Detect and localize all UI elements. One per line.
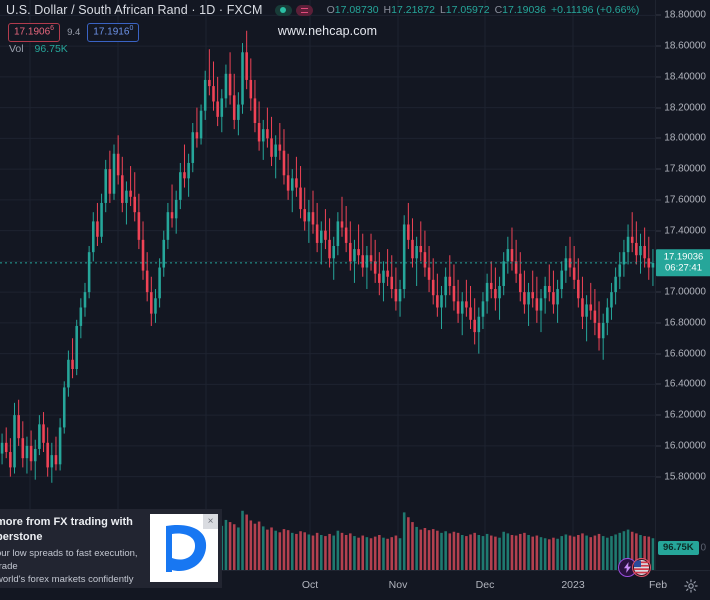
pepperstone-logo-icon: P <box>166 524 207 572</box>
price-axis[interactable]: 18.80000 18.60000 18.40000 18.20000 18.00000… <box>655 0 710 570</box>
price-axis-tick: 16.00000 <box>664 440 706 452</box>
ask-price-value: 17.1916 <box>93 26 130 38</box>
ohlc-c: C17.19036 <box>495 4 546 16</box>
volume-value-tag[interactable]: 96.75K <box>658 541 699 555</box>
price-axis-tick-mark <box>656 199 661 201</box>
time-axis-tick: Nov <box>388 579 408 591</box>
price-axis-tick: 17.40000 <box>664 225 706 237</box>
price-axis-tick: 18.80000 <box>664 9 706 21</box>
price-axis-tick: 16.80000 <box>664 317 706 329</box>
price-axis-tick-mark <box>656 322 661 324</box>
time-axis-tick: Oct <box>301 579 319 591</box>
indicator-lines-icon <box>300 7 308 13</box>
volume-legend[interactable]: Vol 96.75K <box>9 43 68 55</box>
symbol-title[interactable]: U.S. Dollar / South African Rand · 1D · … <box>6 3 263 17</box>
price-axis-tick: 18.60000 <box>664 40 706 52</box>
volume-axis-zero: 0 <box>700 542 706 554</box>
volume-label: Vol <box>9 43 24 55</box>
price-axis-tick-mark <box>656 476 661 478</box>
ad-close-icon[interactable]: × <box>203 514 218 529</box>
price-axis-tick: 18.20000 <box>664 102 706 114</box>
price-axis-tick: 17.60000 <box>664 194 706 206</box>
time-axis-tick: Feb <box>648 579 668 591</box>
us-flag-icon <box>634 560 649 575</box>
current-price-countdown: 06:27:41 <box>665 262 702 274</box>
ohlc-label: C <box>494 4 503 16</box>
pepperstone-logo-letter: P <box>179 536 194 561</box>
lightning-icon <box>624 562 631 573</box>
price-axis-tick: 18.40000 <box>664 71 706 83</box>
price-scale-legend: 17.19066 9.4 17.19160 <box>8 23 140 42</box>
price-axis-tick: 16.20000 <box>664 409 706 421</box>
ad-body-text: our low spreads to fast execution, trade… <box>0 548 138 588</box>
candlestick-series <box>0 30 655 570</box>
series-dot-icon <box>280 7 287 13</box>
watermark-text: www.nehcap.com <box>277 24 378 38</box>
gear-icon[interactable] <box>684 579 698 593</box>
price-axis-tick-mark <box>656 137 661 139</box>
price-axis-tick-mark <box>656 168 661 170</box>
ad-copy: more from FX trading with perstone our l… <box>0 509 150 588</box>
price-axis-tick: 16.40000 <box>664 378 706 390</box>
ask-price-badge[interactable]: 17.19160 <box>87 23 140 42</box>
chart-status-badges[interactable] <box>618 558 651 577</box>
price-axis-tick-mark <box>656 230 661 232</box>
price-axis-tick-mark <box>656 353 661 355</box>
price-axis-tick: 18.00000 <box>664 132 706 144</box>
ohlc-label: L <box>439 4 446 16</box>
ohlc-change: +0.11196 (+0.66%) <box>550 4 640 16</box>
chart-header: U.S. Dollar / South African Rand · 1D · … <box>0 0 710 20</box>
ohlc-label: O <box>326 4 335 16</box>
ohlc-h: H17.21872 <box>384 4 435 16</box>
price-axis-tick-mark <box>656 45 661 47</box>
chart-plot-area[interactable] <box>0 0 655 570</box>
header-toggles <box>274 4 313 16</box>
price-axis-tick: 16.60000 <box>664 348 706 360</box>
price-axis-tick-mark <box>656 107 661 109</box>
time-axis-tick: 2023 <box>561 579 585 591</box>
ohlc-value: 17.21872 <box>391 4 435 16</box>
price-axis-tick-mark <box>656 76 661 78</box>
bid-price-value: 17.1906 <box>14 26 51 38</box>
price-fraction-digit: 6 <box>50 25 55 32</box>
ohlc-value: 17.05972 <box>445 4 490 16</box>
spread-value: 9.4 <box>67 26 81 38</box>
price-axis-tick-mark <box>656 383 661 385</box>
price-axis-tick-mark <box>656 414 661 416</box>
price-axis-tick: 15.80000 <box>664 471 706 483</box>
us-flag-badge[interactable] <box>632 558 651 577</box>
ohlc-label: H <box>383 4 392 16</box>
ad-headline: more from FX trading with perstone <box>0 516 133 543</box>
volume-value: 96.75K <box>34 43 68 55</box>
time-axis-tick: Dec <box>475 579 495 591</box>
current-price-tag[interactable]: 17.19036 06:27:41 <box>656 249 710 277</box>
series-visibility-toggle[interactable] <box>274 4 292 16</box>
ohlc-readout: O17.08730 H17.21872 L17.05972 C17.19036 +0.1… <box>327 4 640 16</box>
ohlc-value: 17.08730 <box>334 4 379 16</box>
ohlc-value: 17.19036 <box>502 4 546 16</box>
indicator-visibility-toggle[interactable] <box>295 4 313 16</box>
ad-banner[interactable]: more from FX trading with perstone our l… <box>0 509 222 588</box>
price-axis-tick-mark <box>656 291 661 293</box>
price-axis-tick: 17.00000 <box>664 286 706 298</box>
bid-price-badge[interactable]: 17.19066 <box>8 23 61 42</box>
price-axis-tick-mark <box>656 445 661 447</box>
pepperstone-logo: P × <box>150 514 218 582</box>
price-fraction-digit: 0 <box>129 25 134 32</box>
ohlc-o: O17.08730 <box>327 4 379 16</box>
price-axis-tick-mark <box>656 14 661 16</box>
price-axis-tick: 17.80000 <box>664 163 706 175</box>
ohlc-l: L17.05972 <box>440 4 490 16</box>
current-price-value: 17.19036 <box>663 251 704 263</box>
